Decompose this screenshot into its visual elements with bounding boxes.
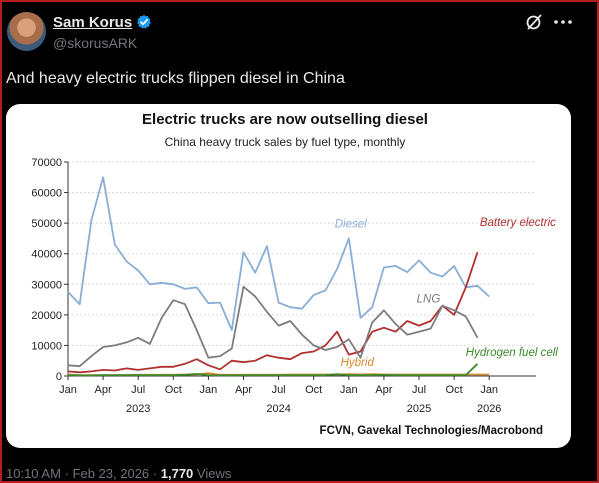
x-tick-label: Jan [59, 384, 77, 396]
y-tick-label: 30000 [31, 279, 62, 291]
x-year-label: 2026 [477, 403, 501, 415]
series-line-lng [67, 285, 479, 368]
more-dots-icon[interactable] [553, 14, 573, 30]
x-tick-label: Oct [165, 384, 182, 396]
chart-subtitle: China heavy truck sales by fuel type, mo… [165, 135, 406, 149]
series-line-hydrogen [67, 363, 479, 377]
x-tick-label: Apr [235, 384, 252, 396]
x-year-label: 2025 [407, 403, 431, 415]
series-label-diesel: Diesel [335, 219, 367, 231]
display-name[interactable]: Sam Korus [53, 14, 133, 31]
x-tick-label: Oct [446, 384, 463, 396]
series-line-diesel [67, 176, 490, 332]
y-tick-label: 10000 [31, 340, 62, 352]
series-label-hydrogen: Hydrogen fuel cell [466, 347, 558, 359]
y-tick-label: 20000 [31, 310, 62, 322]
x-tick-label: Apr [375, 384, 392, 396]
views-count: 1,770 [160, 466, 194, 481]
x-tick-label: Apr [95, 384, 112, 396]
y-tick-label: 50000 [31, 218, 62, 230]
chart-image-card[interactable]: Electric trucks are now outselling diese… [6, 104, 571, 448]
x-tick-label: Jul [412, 384, 426, 396]
x-tick-label: Jan [200, 384, 218, 396]
post-text: And heavy electric trucks flippen diesel… [6, 70, 345, 87]
x-tick-label: Jul [272, 384, 286, 396]
meta-separator: · [152, 466, 158, 481]
user-handle[interactable]: @skorusARK [53, 35, 138, 51]
verified-badge-icon [137, 14, 151, 29]
post-date[interactable]: Feb 23, 2026 [72, 466, 150, 481]
chart-source: FCVN, Gavekal Technologies/Macrobond [320, 425, 543, 437]
chart-title: Electric trucks are now outselling diese… [142, 111, 428, 128]
post-meta: 10:10 AM · Feb 23, 2026 · 1,770 Views [6, 466, 231, 481]
avatar[interactable] [7, 12, 46, 51]
grok-icon[interactable] [525, 13, 543, 31]
meta-separator: · [64, 466, 69, 481]
post-time[interactable]: 10:10 AM [6, 466, 61, 481]
x-tick-label: Jan [340, 384, 358, 396]
x-year-label: 2024 [266, 403, 290, 415]
y-tick-label: 60000 [31, 188, 62, 200]
x-tick-label: Jan [480, 384, 498, 396]
series-label-lng: LNG [417, 294, 441, 306]
x-tick-label: Jul [131, 384, 145, 396]
series-line-battery_electric [67, 251, 479, 374]
y-tick-label: 40000 [31, 249, 62, 261]
y-tick-label: 0 [56, 371, 62, 383]
y-tick-label: 70000 [31, 157, 62, 169]
x-tick-label: Oct [305, 384, 322, 396]
x-year-label: 2023 [126, 403, 150, 415]
views-label: Views [196, 466, 232, 481]
series-label-hybrid: Hybrid [341, 357, 375, 369]
line-chart: Electric trucks are now outselling diese… [31, 111, 558, 437]
series-label-battery_electric: Battery electric [480, 217, 556, 229]
